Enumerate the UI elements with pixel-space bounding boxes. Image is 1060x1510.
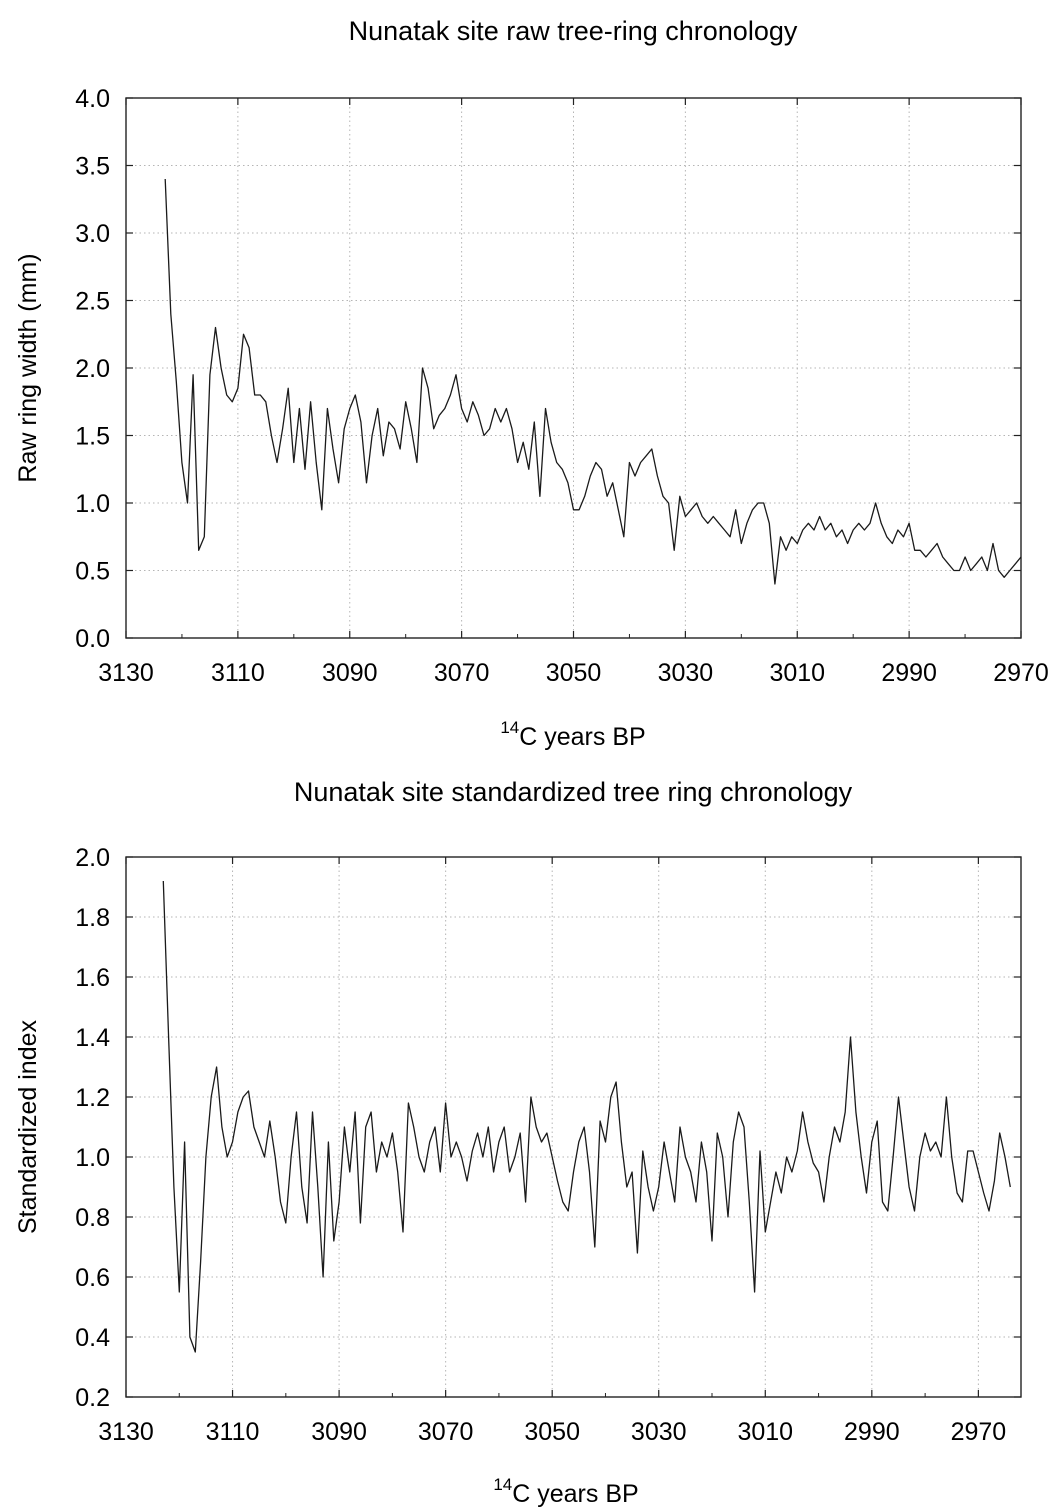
standardized-x-tick-label: 3010 bbox=[737, 1418, 793, 1446]
standardized-chart-title: Nunatak site standardized tree ring chro… bbox=[294, 777, 853, 807]
raw-chart-tick-marks bbox=[125, 97, 1022, 639]
standardized-y-tick-label: 0.4 bbox=[75, 1324, 110, 1352]
raw-y-tick-label: 1.0 bbox=[75, 490, 110, 518]
standardized-chart-y-axis-label: Standardized index bbox=[14, 1019, 42, 1234]
raw-chart-grid bbox=[126, 98, 1021, 638]
standardized-y-tick-label: 0.6 bbox=[75, 1264, 110, 1292]
raw-x-tick-label: 3070 bbox=[434, 659, 490, 687]
raw-y-tick-label: 0.0 bbox=[75, 625, 110, 653]
standardized-chart-x-axis-label: 14C years BP bbox=[493, 1475, 638, 1508]
raw-chart-x-axis-label-text: C years BP bbox=[519, 723, 645, 751]
raw-x-tick-label: 3110 bbox=[211, 659, 265, 687]
raw-chart-y-axis-label: Raw ring width (mm) bbox=[14, 253, 42, 482]
standardized-y-tick-label: 0.2 bbox=[75, 1384, 110, 1412]
standardized-x-tick-label: 2970 bbox=[951, 1418, 1007, 1446]
raw-chart-x-axis-label-sup: 14 bbox=[500, 718, 519, 737]
standardized-x-tick-label: 3070 bbox=[418, 1418, 474, 1446]
raw-x-tick-label: 3050 bbox=[546, 659, 602, 687]
standardized-y-tick-label: 1.8 bbox=[75, 904, 110, 932]
standardized-chart-grid bbox=[126, 857, 1021, 1397]
raw-x-tick-label: 2990 bbox=[881, 659, 937, 687]
standardized-x-tick-label: 3090 bbox=[311, 1418, 367, 1446]
raw-x-tick-label: 3090 bbox=[322, 659, 378, 687]
standardized-chart-x-tick-labels: 3130 3110 3090 3070 3050 3030 3010 2990 2970 bbox=[98, 1418, 1006, 1446]
raw-y-tick-label: 2.5 bbox=[75, 288, 110, 316]
standardized-x-tick-label: 3030 bbox=[631, 1418, 687, 1446]
raw-y-tick-label: 3.0 bbox=[75, 220, 110, 248]
standardized-chart-y-tick-labels: 0.2 0.4 0.6 0.8 1.0 1.2 1.4 1.6 1.8 2.0 bbox=[75, 844, 110, 1412]
standardized-y-tick-label: 2.0 bbox=[75, 844, 110, 872]
raw-x-tick-label: 2970 bbox=[993, 659, 1049, 687]
standardized-x-tick-label: 3130 bbox=[98, 1418, 154, 1446]
raw-chart-x-axis-label: 14C years BP bbox=[500, 718, 645, 751]
standardized-x-tick-label: 2990 bbox=[844, 1418, 900, 1446]
standardized-chronology-chart: Nunatak site standardized tree ring chro… bbox=[14, 777, 1022, 1508]
standardized-chart-x-axis-label-text: C years BP bbox=[512, 1480, 638, 1508]
raw-x-tick-label: 3010 bbox=[769, 659, 825, 687]
standardized-chart-plot-frame bbox=[125, 856, 1022, 1398]
standardized-x-tick-label: 3110 bbox=[206, 1418, 260, 1446]
raw-x-tick-label: 3130 bbox=[98, 659, 154, 687]
raw-x-tick-label: 3030 bbox=[658, 659, 714, 687]
standardized-series-line bbox=[162, 880, 1011, 1353]
standardized-chart-tick-marks bbox=[125, 856, 1021, 1398]
standardized-y-tick-label: 0.8 bbox=[75, 1204, 110, 1232]
raw-chart-title: Nunatak site raw tree-ring chronology bbox=[349, 16, 798, 46]
raw-chart-x-tick-labels: 3130 3110 3090 3070 3050 3030 3010 2990 2970 bbox=[98, 659, 1049, 687]
standardized-x-tick-label: 3050 bbox=[524, 1418, 580, 1446]
raw-y-tick-label: 4.0 bbox=[75, 85, 110, 113]
raw-y-tick-label: 2.0 bbox=[75, 355, 110, 383]
standardized-chart-series bbox=[162, 880, 1011, 1353]
raw-series-line bbox=[164, 178, 1022, 585]
standardized-y-tick-label: 1.0 bbox=[75, 1144, 110, 1172]
standardized-chart-x-axis-label-sup: 14 bbox=[493, 1475, 512, 1494]
raw-chart-y-tick-labels: 0.0 0.5 1.0 1.5 2.0 2.5 3.0 3.5 4.0 bbox=[75, 85, 110, 653]
raw-y-tick-label: 0.5 bbox=[75, 558, 110, 586]
raw-y-tick-label: 1.5 bbox=[75, 423, 110, 451]
raw-y-tick-label: 3.5 bbox=[75, 153, 110, 181]
standardized-y-tick-label: 1.6 bbox=[75, 964, 110, 992]
raw-chronology-chart: Nunatak site raw tree-ring chronology 0.… bbox=[14, 16, 1049, 751]
standardized-y-tick-label: 1.2 bbox=[75, 1084, 110, 1112]
standardized-y-tick-label: 1.4 bbox=[75, 1024, 110, 1052]
raw-chart-series bbox=[164, 178, 1022, 585]
